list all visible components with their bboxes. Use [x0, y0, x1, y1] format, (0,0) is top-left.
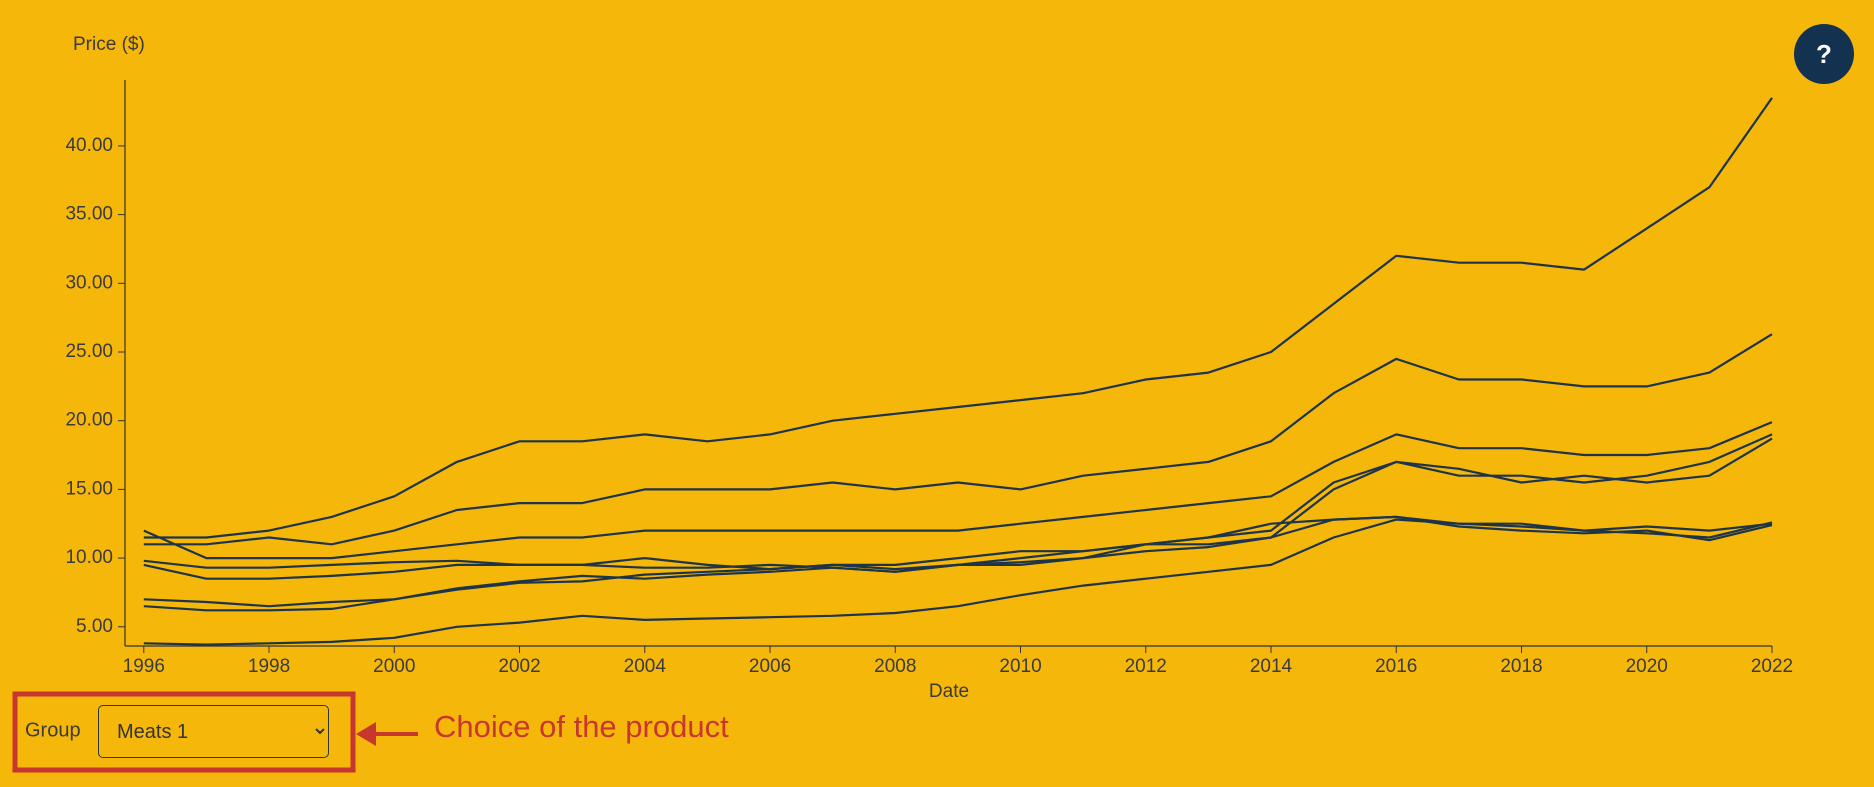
price-line [143, 515, 1773, 612]
y-tick-label: 20.00 [65, 410, 113, 431]
x-tick-label: 2004 [624, 656, 667, 677]
x-tick-label: 2022 [1751, 656, 1793, 677]
highlight-box [12, 691, 356, 773]
y-tick-label: 5.00 [76, 616, 113, 637]
x-tick-label: 2020 [1626, 656, 1668, 677]
x-tick-label: 2016 [1375, 656, 1417, 677]
x-tick-label: 2008 [874, 656, 916, 677]
x-tick-label: 2014 [1250, 656, 1293, 677]
y-axis-label: Price ($) [73, 34, 145, 55]
y-tick-label: 40.00 [65, 135, 113, 156]
x-tick-label: 2010 [999, 656, 1041, 677]
y-tick-label: 30.00 [65, 272, 113, 293]
y-tick-label: 10.00 [65, 547, 113, 568]
price-line [143, 333, 1773, 546]
annotation: Choice of the product [434, 709, 729, 744]
x-tick-label: 1996 [123, 656, 165, 677]
x-tick-label: 2002 [498, 656, 540, 677]
group-select[interactable]: Meats 1 [98, 705, 329, 758]
group-label: Group [25, 719, 81, 741]
price-line [143, 97, 1773, 539]
y-tick-label: 15.00 [65, 478, 113, 499]
price-line [143, 433, 1773, 571]
price-line [143, 518, 1773, 646]
x-axis-label: Date [929, 681, 969, 702]
x-tick-label: 2012 [1125, 656, 1167, 677]
price-line [143, 421, 1773, 560]
x-tick-label: 1998 [248, 656, 290, 677]
y-tick-label: 35.00 [65, 204, 113, 225]
annotation-arrowhead [356, 722, 376, 746]
y-tick-label: 25.00 [65, 341, 113, 362]
x-tick-label: 2000 [373, 656, 415, 677]
help-button[interactable]: ? [1794, 24, 1854, 84]
x-tick-label: 2006 [749, 656, 791, 677]
x-tick-label: 2018 [1500, 656, 1542, 677]
